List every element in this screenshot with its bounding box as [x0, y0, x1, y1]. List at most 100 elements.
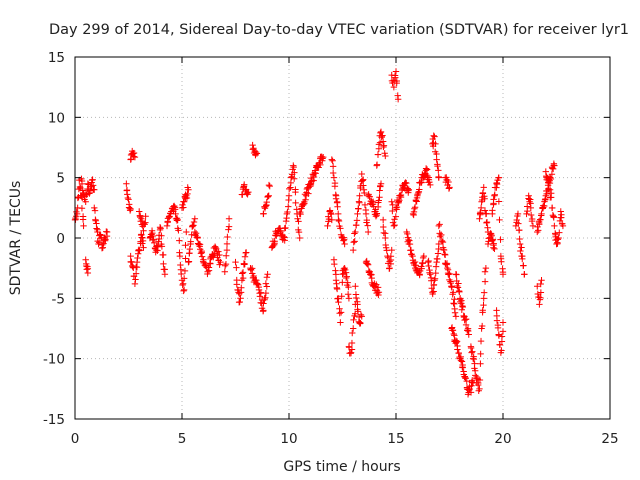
data-point-dense — [353, 217, 361, 224]
data-point-dense — [558, 211, 565, 218]
data-point-dense — [215, 248, 222, 255]
x-tick-label: 5 — [178, 431, 187, 447]
data-point — [337, 319, 344, 326]
data-point-dense — [262, 280, 270, 287]
data-point — [266, 182, 273, 190]
data-point-dense — [523, 203, 531, 210]
data-point-dense — [327, 209, 334, 217]
data-point-dense — [467, 344, 475, 352]
data-point — [536, 301, 543, 308]
data-point-dense — [349, 329, 356, 337]
data-point-dense — [332, 271, 340, 278]
data-point-dense — [130, 264, 137, 271]
data-point-dense — [449, 327, 457, 334]
data-point-dense — [462, 321, 470, 329]
data-point-dense — [366, 193, 373, 200]
data-point-dense — [132, 276, 139, 283]
data-point — [260, 307, 267, 314]
data-point-dense — [458, 297, 465, 304]
data-point-dense — [310, 173, 318, 181]
data-point-dense — [282, 224, 289, 232]
data-point — [390, 83, 398, 91]
data-point-dense — [455, 350, 462, 357]
data-point-dense — [185, 258, 193, 265]
data-point-dense — [515, 227, 523, 234]
data-point-dense — [190, 222, 197, 229]
data-point-dense — [461, 316, 468, 324]
data-point-dense — [334, 203, 341, 211]
data-point-dense — [535, 227, 542, 234]
data-point-dense — [192, 230, 200, 237]
data-point-dense — [260, 300, 267, 307]
data-point-dense — [329, 163, 337, 170]
data-point-dense — [329, 157, 336, 165]
data-point-dense — [374, 151, 382, 158]
data-point-dense — [515, 220, 522, 227]
data-point-dense — [528, 215, 536, 223]
data-point-dense — [445, 178, 452, 186]
data-point — [375, 289, 383, 296]
data-point-dense — [480, 301, 487, 309]
data-point — [525, 192, 532, 199]
data-point-dense — [305, 190, 312, 197]
data-point-dense — [344, 291, 352, 298]
data-point — [221, 268, 228, 275]
data-point — [557, 208, 564, 215]
data-point-dense — [460, 368, 467, 375]
data-point-dense — [158, 243, 166, 250]
data-point-dense — [280, 233, 288, 240]
x-tick-label: 25 — [601, 431, 618, 447]
data-point-dense — [364, 260, 371, 268]
data-point-dense — [418, 265, 425, 272]
data-point — [183, 228, 190, 236]
data-point-dense — [389, 207, 396, 215]
data-point — [382, 234, 389, 242]
y-tick-label: 15 — [48, 50, 65, 66]
data-point-dense — [382, 244, 390, 251]
data-point — [350, 325, 357, 332]
data-point-dense — [363, 216, 371, 224]
data-point-dense — [181, 267, 189, 275]
data-point-dense — [356, 199, 363, 206]
data-point-dense — [438, 237, 446, 245]
data-point — [444, 264, 451, 272]
data-point-dense — [445, 185, 453, 192]
data-point — [392, 68, 400, 75]
data-point-dense — [337, 309, 345, 316]
data-point-dense — [498, 258, 505, 265]
data-point-dense — [435, 167, 442, 174]
data-point-dense — [376, 194, 383, 201]
data-point-dense — [403, 179, 410, 187]
data-point-dense — [335, 216, 342, 224]
data-point-dense — [458, 306, 466, 313]
data-point-dense — [224, 233, 231, 241]
data-point-dense — [454, 346, 461, 353]
data-point-dense — [360, 182, 367, 189]
data-point-dense — [397, 193, 405, 201]
data-point-dense — [545, 185, 552, 192]
data-point-dense — [333, 280, 340, 287]
chart-title: Day 299 of 2014, Sidereal Day-to-day VTE… — [49, 22, 629, 38]
data-point-dense — [554, 236, 562, 243]
data-point — [364, 228, 372, 236]
data-point-dense — [363, 257, 370, 265]
data-point — [476, 215, 483, 222]
data-point-dense — [176, 237, 183, 244]
data-point — [253, 150, 261, 157]
data-point — [431, 133, 438, 140]
data-point-dense — [126, 207, 134, 214]
x-tick-label: 10 — [280, 431, 297, 447]
data-point-dense — [173, 217, 181, 224]
grid-lines — [75, 57, 610, 419]
data-point — [352, 228, 359, 236]
data-point-dense — [250, 145, 257, 152]
data-point — [356, 192, 363, 199]
data-point-dense — [438, 231, 445, 239]
data-point-dense — [186, 250, 193, 257]
data-point — [551, 222, 558, 230]
data-point — [176, 252, 184, 260]
data-point-dense — [344, 279, 351, 286]
data-point-dense — [265, 181, 273, 189]
data-point — [405, 186, 413, 193]
data-point — [358, 313, 365, 320]
